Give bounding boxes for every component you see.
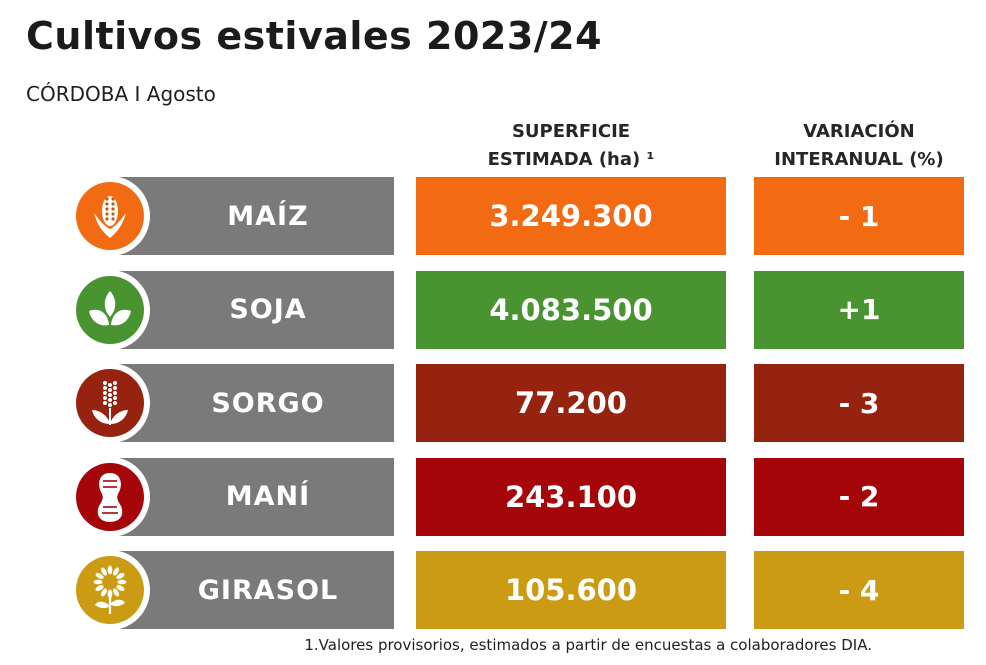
area-column-header: SUPERFICIE ESTIMADA (ha) ¹	[416, 118, 726, 174]
area-value-soja: 4.083.500	[416, 270, 726, 349]
crop-badge-sorgo	[70, 363, 150, 443]
area-header-line2: ESTIMADA (ha) ¹	[487, 149, 655, 170]
crop-badge-soja	[70, 269, 150, 350]
variation-value-soja: +1	[754, 270, 964, 349]
crop-badge-girasol	[70, 550, 150, 630]
crop-badge-mani	[70, 456, 150, 537]
variation-value-mani: - 2	[754, 457, 964, 536]
table-row-girasol: GIRASOL 105.600 - 4	[0, 550, 986, 630]
crop-name-maiz: MAÍZ	[112, 177, 394, 255]
table-row-sorgo: SORGO 77.200 - 3	[0, 363, 986, 443]
variation-column-header: VARIACIÓN INTERANUAL (%)	[754, 118, 964, 174]
table-row-soja: SOJA 4.083.500 +1	[0, 269, 986, 350]
table-row-maiz: MAÍZ 3.249.300 - 1	[0, 176, 986, 256]
corn-icon	[76, 182, 144, 250]
page-subtitle: CÓRDOBA I Agosto	[26, 82, 216, 106]
table-row-mani: MANÍ 243.100 - 2	[0, 456, 986, 537]
variation-value-sorgo: - 3	[754, 364, 964, 442]
area-value-sorgo: 77.200	[416, 364, 726, 442]
area-value-mani: 243.100	[416, 457, 726, 536]
variation-header-line1: VARIACIÓN	[803, 121, 915, 142]
footnote: 1.Valores provisorios, estimados a parti…	[304, 636, 872, 654]
sunflower-icon	[76, 556, 144, 624]
crop-name-soja: SOJA	[112, 270, 394, 349]
crop-name-girasol: GIRASOL	[112, 551, 394, 629]
area-value-girasol: 105.600	[416, 551, 726, 629]
crop-name-sorgo: SORGO	[112, 364, 394, 442]
area-value-maiz: 3.249.300	[416, 177, 726, 255]
page-title: Cultivos estivales 2023/24	[26, 14, 603, 58]
variation-value-girasol: - 4	[754, 551, 964, 629]
peanut-icon	[76, 462, 144, 531]
crop-name-mani: MANÍ	[112, 457, 394, 536]
crop-badge-maiz	[70, 176, 150, 256]
sorghum-icon	[76, 369, 144, 437]
variation-header-line2: INTERANUAL (%)	[774, 149, 944, 170]
variation-value-maiz: - 1	[754, 177, 964, 255]
area-header-line1: SUPERFICIE	[511, 121, 631, 142]
soy-leaves-icon	[76, 275, 144, 344]
